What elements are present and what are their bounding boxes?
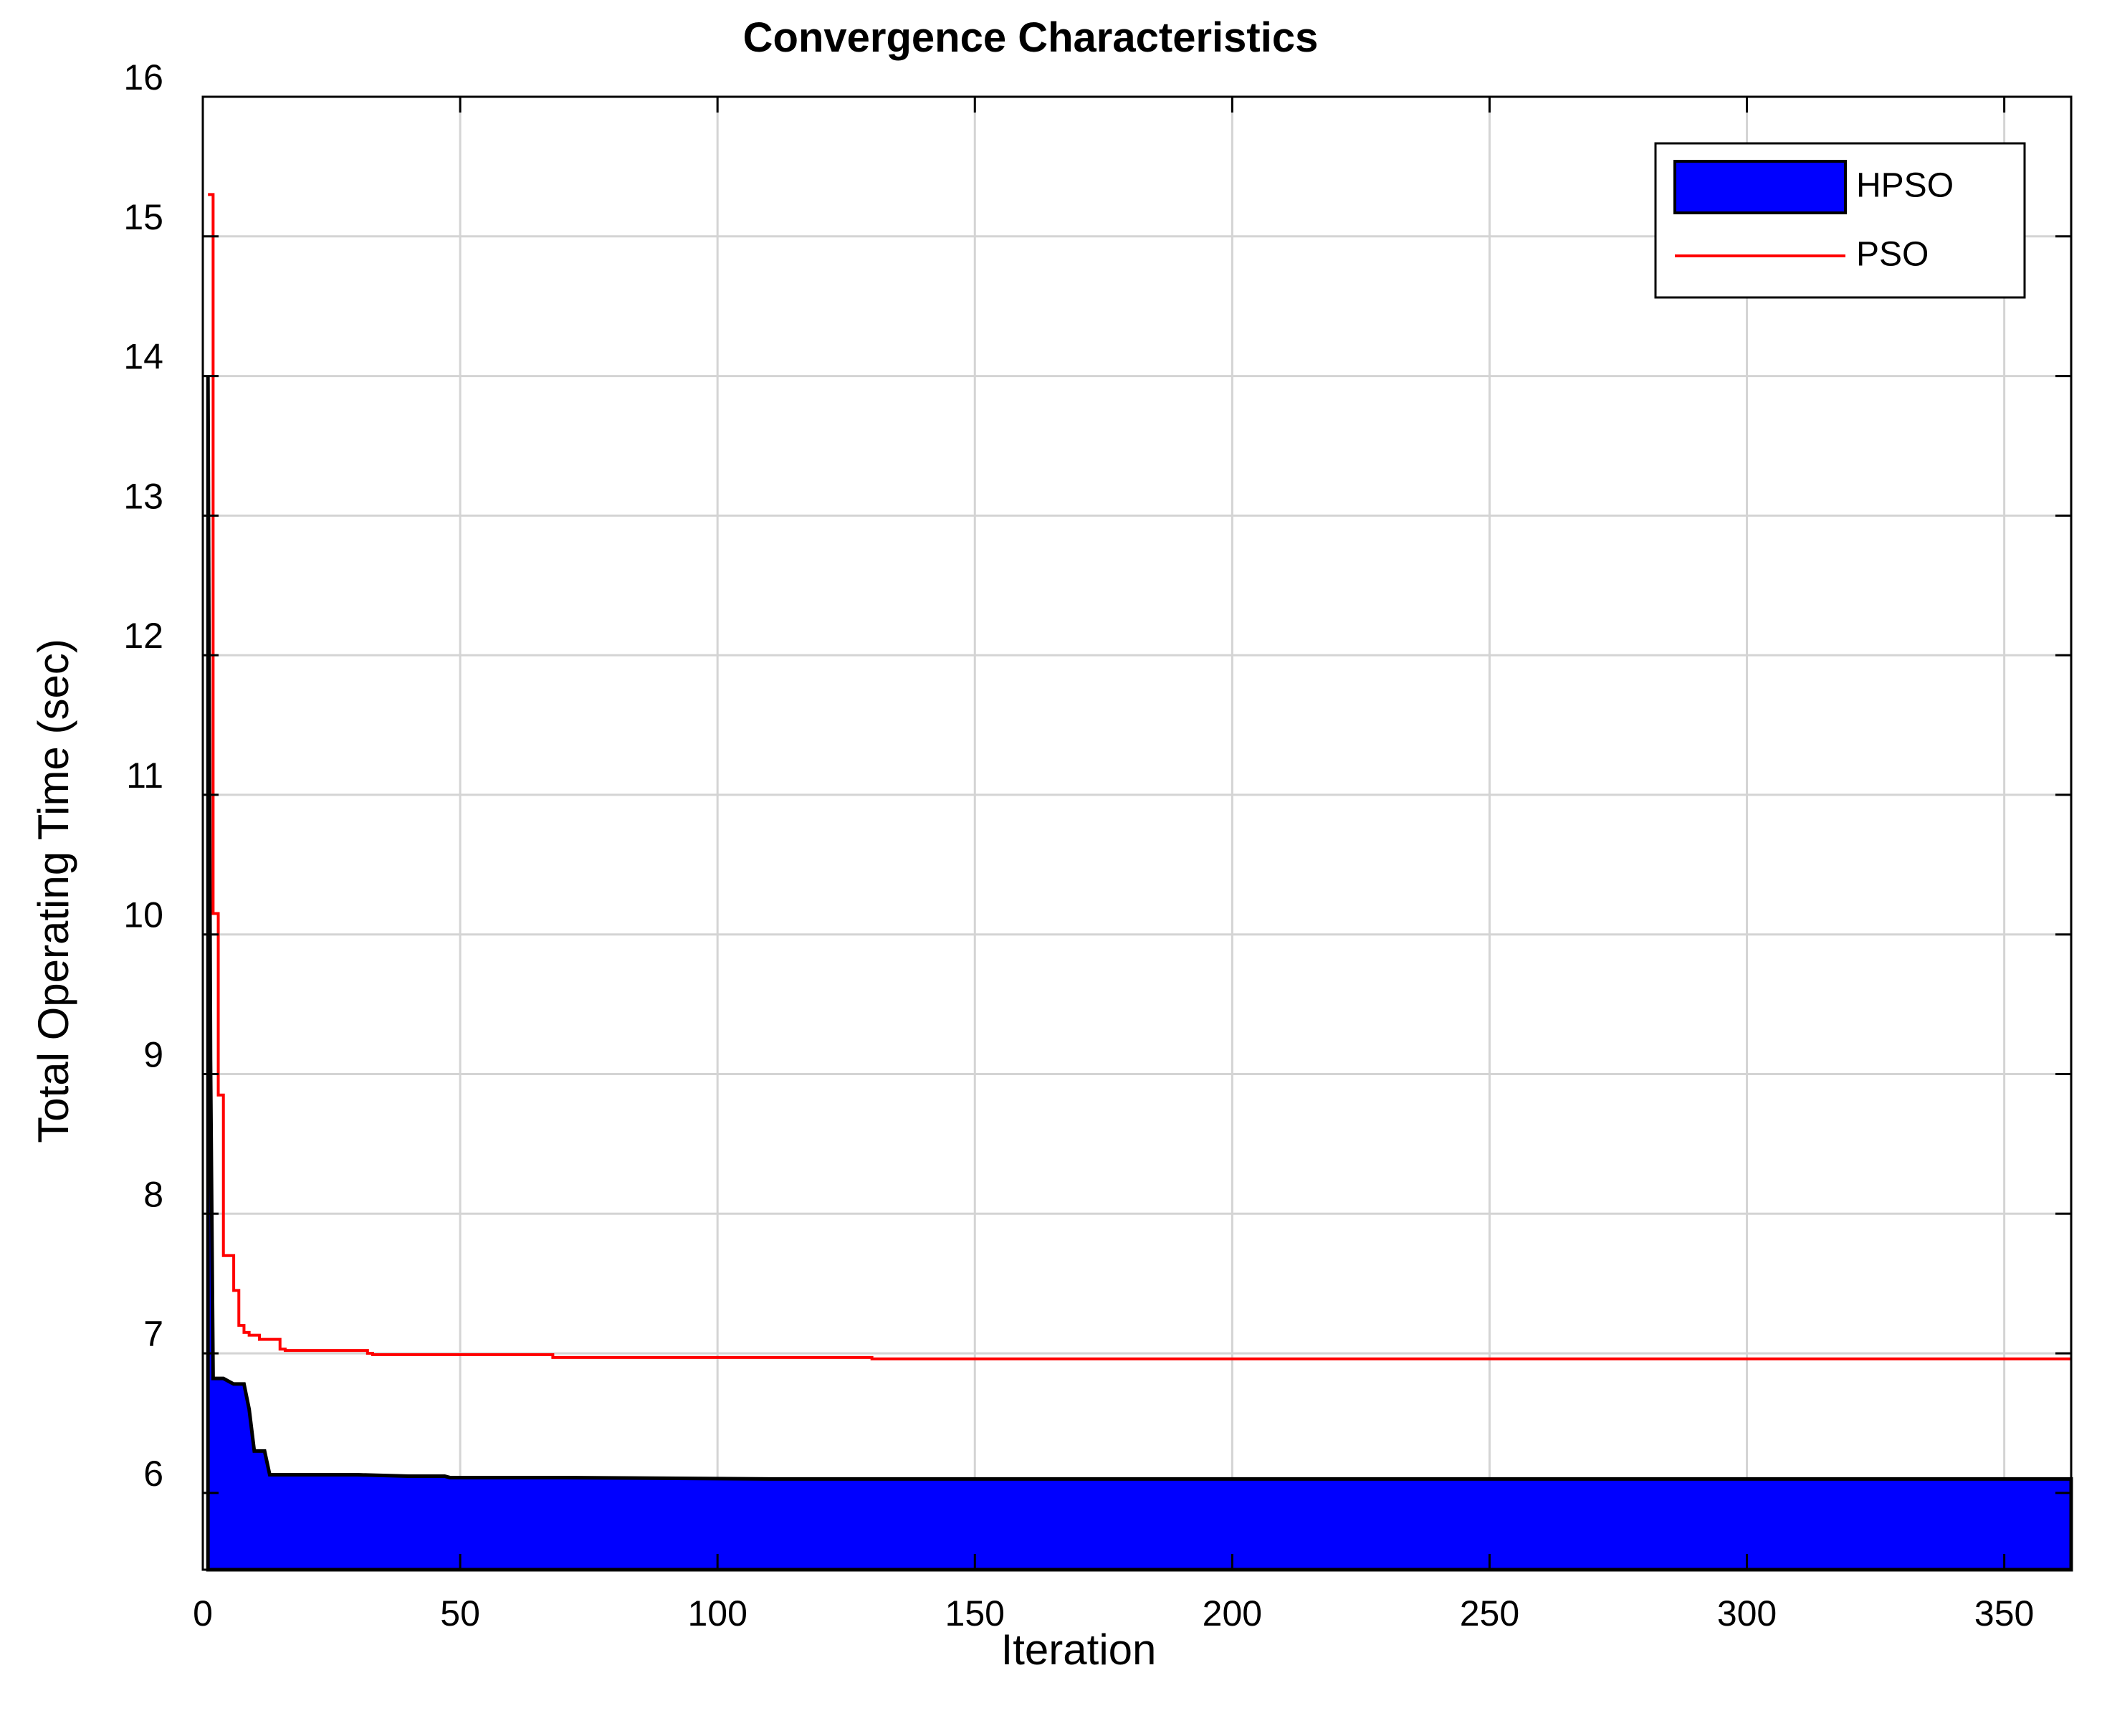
x-tick-label: 100 xyxy=(687,1593,747,1634)
x-tick-label: 0 xyxy=(193,1593,213,1634)
x-axis-label: Iteration xyxy=(1001,1626,1157,1674)
legend-pso-label: PSO xyxy=(1856,236,1929,274)
y-axis-label: Total Operating Time (sec) xyxy=(29,639,77,1143)
plot-background xyxy=(203,97,2071,1570)
y-tick-label: 8 xyxy=(143,1174,163,1214)
tick-marks xyxy=(201,95,2071,1570)
y-tick-label: 13 xyxy=(123,476,163,516)
y-tick-label: 6 xyxy=(143,1454,163,1494)
x-tick-label: 200 xyxy=(1203,1593,1262,1634)
y-tick-label: 9 xyxy=(143,1035,163,1075)
y-tick-label: 15 xyxy=(123,197,163,237)
y-tick-label: 12 xyxy=(123,616,163,656)
y-tick-label: 7 xyxy=(143,1314,163,1354)
y-tick-labels: 6 7 8 9 10 11 12 13 14 15 16 xyxy=(123,57,163,1494)
legend-hpso-label: HPSO xyxy=(1856,167,1954,205)
x-tick-label: 250 xyxy=(1460,1593,1519,1634)
legend-hpso-swatch xyxy=(1673,160,1847,214)
legend: HPSO PSO xyxy=(1654,142,2026,299)
x-tick-label: 350 xyxy=(1974,1593,2034,1634)
y-tick-label: 10 xyxy=(123,895,163,935)
x-tick-label: 300 xyxy=(1717,1593,1777,1634)
y-tick-label: 14 xyxy=(123,337,163,377)
series-hpso-area xyxy=(206,376,2073,1572)
x-tick-labels: 0 50 100 150 200 250 300 350 xyxy=(193,1593,2034,1634)
chart-title: Convergence Characteristics xyxy=(743,14,1319,61)
x-tick-label: 50 xyxy=(440,1593,480,1634)
y-tick-label: 16 xyxy=(123,57,163,97)
plot-frame xyxy=(201,95,2073,1571)
x-tick-label: 150 xyxy=(945,1593,1005,1634)
series-pso-line xyxy=(208,193,2071,1360)
plot-area xyxy=(201,95,2073,1572)
y-tick-label: 11 xyxy=(126,755,163,796)
